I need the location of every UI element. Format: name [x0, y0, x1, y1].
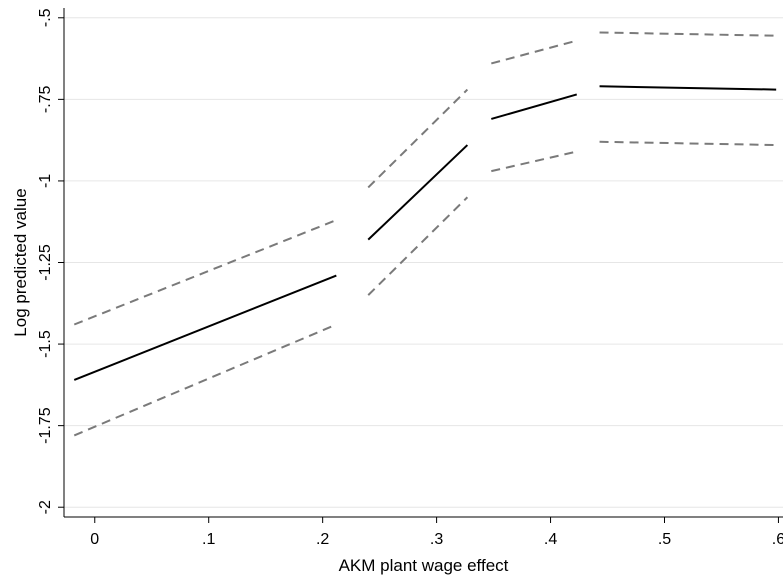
- y-tick-label: -1.25: [37, 244, 54, 281]
- y-tick-label: -1.5: [37, 330, 54, 358]
- x-tick-label: .4: [544, 531, 557, 548]
- estimate-line: [491, 93, 578, 120]
- x-tick-label: .2: [316, 531, 329, 548]
- ci-lower-line: [367, 196, 469, 296]
- ci-lower-line: [73, 323, 337, 437]
- estimate-line: [367, 144, 469, 241]
- y-tick-label: -2: [37, 500, 54, 514]
- x-axis-title: AKM plant wage effect: [339, 556, 509, 575]
- x-tick-label: .6: [772, 531, 783, 548]
- ci-lower-line: [599, 140, 777, 147]
- y-tick-label: -.75: [37, 85, 54, 113]
- y-axis-title: Log predicted value: [11, 188, 30, 336]
- x-tick-label: 0: [90, 531, 99, 548]
- gridlines: [64, 17, 783, 508]
- x-tick-label: .3: [430, 531, 443, 548]
- ci-upper-line: [599, 31, 777, 37]
- ci-lower-line: [491, 150, 577, 173]
- estimate-line: [599, 85, 777, 91]
- ci-upper-line: [491, 39, 578, 65]
- estimate-line: [73, 274, 337, 381]
- x-tick-label: .5: [658, 531, 671, 548]
- y-tick-label: -1: [37, 174, 54, 188]
- ci-upper-line: [367, 88, 469, 189]
- y-tick-label: -1.75: [37, 407, 54, 444]
- ci-upper-line: [73, 219, 337, 326]
- y-tick-label: -.5: [37, 8, 54, 27]
- plot-series: [73, 31, 777, 437]
- x-tick-label: .1: [202, 531, 215, 548]
- ticks: -2 -1.75 -1.5 -1.25 -1 -.75 -.5 0 .1 .2 .3 .4 .5 .6: [37, 8, 783, 548]
